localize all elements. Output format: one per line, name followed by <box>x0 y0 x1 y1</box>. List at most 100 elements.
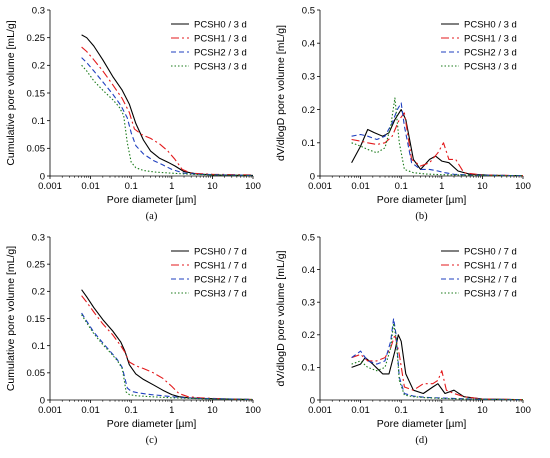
chart-panel-1: 0 0.1 0.2 0.3 0.4 0.5 0.001 0.01 0.1 1 10 100 Pore d… <box>275 5 531 222</box>
legend-entry: PCSH3 / 7 d <box>194 288 247 299</box>
y-tick-label: 0 <box>310 171 315 182</box>
chart-panel-3: 0 0.1 0.2 0.3 0.4 0.5 0.001 0.01 0.1 1 10 100 Pore d… <box>275 232 531 446</box>
x-tick-label: 0.001 <box>38 405 62 416</box>
x-tick-label: 0.01 <box>81 181 100 192</box>
series-line-2 <box>81 57 254 176</box>
x-tick-label: 1 <box>169 405 174 416</box>
x-tick-label: 100 <box>245 181 261 192</box>
y-tick-label: 0.05 <box>27 144 46 155</box>
legend-entry: PCSH0 / 3 d <box>464 19 517 30</box>
legend-entry: PCSH2 / 3 d <box>194 47 247 58</box>
panel-caption: (a) <box>146 211 158 222</box>
y-tick-label: 0.3 <box>302 72 315 83</box>
series-line-3 <box>81 314 254 401</box>
x-tick-label: 0.1 <box>395 181 408 192</box>
x-tick-label: 1 <box>439 181 444 192</box>
series-line-2 <box>351 317 524 401</box>
x-tick-label: 0.001 <box>308 405 332 416</box>
x-tick-label: 10 <box>207 405 218 416</box>
y-tick-label: 0.1 <box>302 138 315 149</box>
x-tick-label: 0.01 <box>351 405 370 416</box>
y-tick-label: 0 <box>40 171 45 182</box>
x-tick-label: 0.1 <box>125 405 138 416</box>
x-tick-label: 0.1 <box>395 405 408 416</box>
y-tick-label: 0.5 <box>302 5 315 16</box>
legend-entry: PCSH1 / 3 d <box>194 33 247 44</box>
panel-caption: (d) <box>415 435 428 446</box>
x-tick-label: 0.001 <box>38 181 62 192</box>
legend-entry: PCSH3 / 7 d <box>464 288 517 299</box>
y-tick-label: 0.3 <box>32 232 45 243</box>
series-line-3 <box>351 322 524 401</box>
series-line-1 <box>81 46 254 176</box>
x-tick-label: 100 <box>245 405 261 416</box>
x-tick-label: 10 <box>477 405 488 416</box>
x-axis-label: Pore diameter [µm] <box>107 418 197 430</box>
legend-entry: PCSH0 / 7 d <box>194 246 247 257</box>
x-tick-label: 10 <box>477 181 488 192</box>
panel-caption: (b) <box>415 211 428 222</box>
series-line-1 <box>351 112 524 177</box>
series-line-2 <box>81 312 254 401</box>
series-line-3 <box>81 64 254 176</box>
y-tick-label: 0.1 <box>32 341 45 352</box>
y-tick-label: 0.15 <box>27 88 46 99</box>
y-tick-label: 0.3 <box>302 298 315 309</box>
legend-entry: PCSH2 / 7 d <box>464 274 517 285</box>
x-axis-label: Pore diameter [µm] <box>377 418 467 430</box>
series-line-1 <box>81 295 254 401</box>
y-tick-label: 0.25 <box>27 33 46 44</box>
y-tick-label: 0.05 <box>27 368 46 379</box>
y-tick-label: 0.25 <box>27 259 46 270</box>
y-tick-label: 0 <box>40 395 45 406</box>
legend-entry: PCSH0 / 3 d <box>194 19 247 30</box>
x-tick-label: 0.01 <box>81 405 100 416</box>
x-tick-label: 0.1 <box>125 181 138 192</box>
y-tick-label: 0.2 <box>32 287 45 298</box>
y-tick-label: 0.2 <box>302 105 315 116</box>
x-tick-label: 10 <box>207 181 218 192</box>
y-tick-label: 0.3 <box>32 5 45 16</box>
series-line-1 <box>351 334 524 401</box>
y-axis-label: dV/dlogD pore volume [mL/g] <box>275 250 287 386</box>
y-axis-label: Cumulative pore volume [mL/g] <box>5 20 17 165</box>
y-tick-label: 0.2 <box>302 330 315 341</box>
x-axis-label: Pore diameter [µm] <box>377 194 467 206</box>
y-tick-label: 0.2 <box>32 61 45 72</box>
legend-entry: PCSH2 / 7 d <box>194 274 247 285</box>
legend-entry: PCSH1 / 7 d <box>194 260 247 271</box>
y-tick-label: 0.4 <box>302 265 315 276</box>
x-tick-label: 100 <box>515 405 531 416</box>
x-axis-label: Pore diameter [µm] <box>107 194 197 206</box>
series-line-3 <box>351 97 524 177</box>
chart-panel-2: 0 0.05 0.1 0.15 0.2 0.25 0.3 0.001 0.01 0.1 1 10 100… <box>5 232 261 446</box>
y-axis-label: dV/dlogD pore volume [mL/g] <box>275 25 287 161</box>
y-tick-label: 0 <box>310 395 315 406</box>
series-line-0 <box>81 34 254 176</box>
x-tick-label: 100 <box>515 181 531 192</box>
legend-entry: PCSH3 / 3 d <box>464 61 517 72</box>
legend-entry: PCSH1 / 7 d <box>464 260 517 271</box>
legend-entry: PCSH3 / 3 d <box>194 61 247 72</box>
series-line-0 <box>81 289 254 401</box>
legend-entry: PCSH2 / 3 d <box>464 47 517 58</box>
x-tick-label: 0.001 <box>308 181 332 192</box>
series-line-0 <box>351 109 524 177</box>
y-tick-label: 0.4 <box>302 39 315 50</box>
y-tick-label: 0.5 <box>302 232 315 243</box>
x-tick-label: 0.01 <box>351 181 370 192</box>
x-tick-label: 1 <box>169 181 174 192</box>
y-tick-label: 0.15 <box>27 314 46 325</box>
chart-panel-0: 0 0.05 0.1 0.15 0.2 0.25 0.3 0.001 0.01 0.1 1 10 100… <box>5 5 261 222</box>
legend-entry: PCSH1 / 3 d <box>464 33 517 44</box>
x-tick-label: 1 <box>439 405 444 416</box>
y-tick-label: 0.1 <box>32 116 45 127</box>
series-line-2 <box>351 102 524 177</box>
y-tick-label: 0.1 <box>302 363 315 374</box>
series-line-0 <box>351 334 524 401</box>
y-axis-label: Cumulative pore volume [mL/g] <box>5 246 17 391</box>
panel-caption: (c) <box>146 435 158 446</box>
legend-entry: PCSH0 / 7 d <box>464 246 517 257</box>
